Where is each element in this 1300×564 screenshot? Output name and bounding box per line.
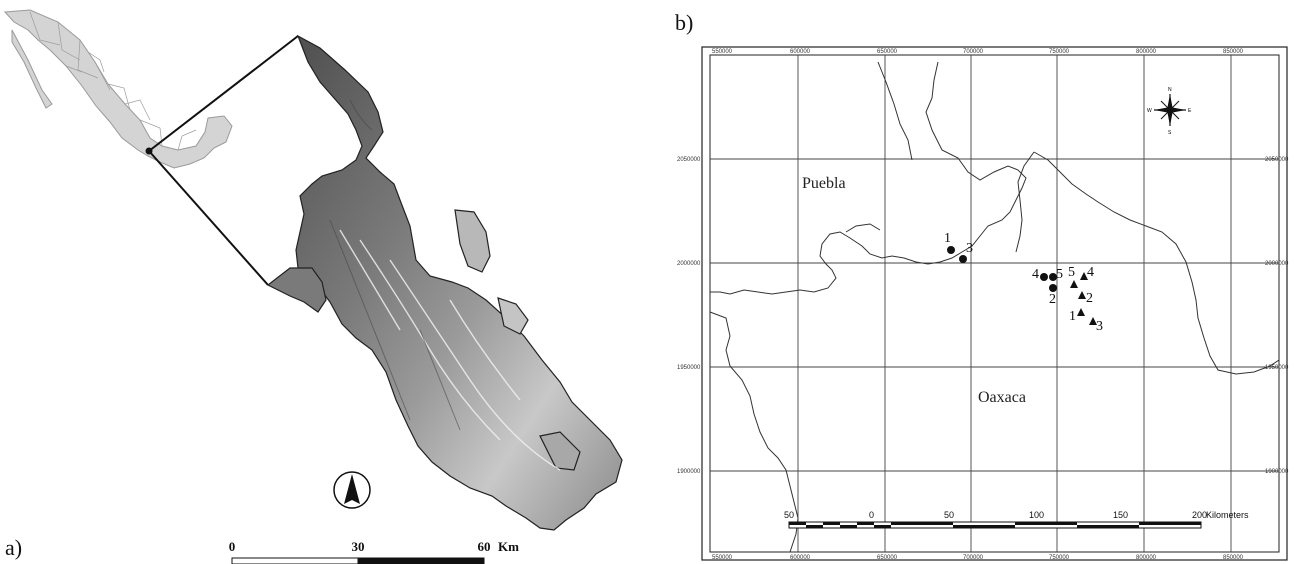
site-circle-1: [947, 246, 955, 254]
x-bottom-750000: 750000: [1049, 555, 1070, 561]
x-bottom-700000: 700000: [963, 555, 984, 561]
x-top-650000: 650000: [877, 49, 898, 55]
sites-circle-group: 1 3 4 5 2: [944, 231, 1063, 307]
site-circle-1-label: 1: [944, 231, 951, 246]
scale-bar-b: 50 0 50 100 150 200 Kilometers: [784, 510, 1249, 529]
compass-rose-icon: N S E W: [1147, 87, 1192, 136]
compass-n: N: [1168, 87, 1172, 93]
x-top-800000: 800000: [1136, 49, 1157, 55]
x-top-850000: 850000: [1223, 49, 1244, 55]
site-triangle-1: [1077, 308, 1085, 316]
site-circle-5: [1049, 273, 1057, 281]
y-right-2000000: 2000000: [1265, 261, 1289, 267]
sites-triangle-group: 5 4 2 1 3: [1068, 265, 1103, 334]
y-left-1950000: 1950000: [677, 365, 701, 371]
scale-tick-60: 60: [478, 539, 491, 554]
scale-b-tick-50: 50: [944, 510, 954, 520]
y-left-2050000: 2050000: [677, 157, 701, 163]
x-top-600000: 600000: [790, 49, 811, 55]
site-triangle-5-label: 5: [1068, 265, 1075, 280]
relief-map-svg: 0 30 60 Km: [3, 9, 623, 564]
x-top-550000: 550000: [712, 49, 733, 55]
map-outer-frame: [701, 46, 1288, 561]
site-triangle-5: [1070, 280, 1078, 288]
panel-a-label: a): [5, 535, 23, 560]
site-triangle-3-label: 3: [1096, 319, 1103, 334]
y-axis-right-labels: 2050000 2000000 1950000 1900000: [1265, 157, 1289, 475]
scale-b-tick-100: 100: [1029, 510, 1044, 520]
panel-a-relief-map: 0 30 60 Km a): [3, 9, 623, 564]
x-axis-bottom-labels: 550000 600000 650000 700000 750000 80000…: [712, 555, 1244, 561]
site-circle-3: [959, 255, 967, 263]
site-circle-3-label: 3: [966, 241, 973, 256]
scale-b-unit: Kilometers: [1206, 510, 1249, 520]
x-bottom-550000: 550000: [712, 555, 733, 561]
scale-b-tick-150: 150: [1113, 510, 1128, 520]
site-circle-2: [1049, 284, 1057, 292]
scale-b-tick-0: 0: [869, 510, 874, 520]
x-bottom-850000: 850000: [1223, 555, 1244, 561]
y-axis-left-labels: 2050000 2000000 1950000 1900000: [677, 157, 701, 475]
scale-bar-a: 0 30 60 Km: [229, 539, 519, 564]
site-circle-4: [1040, 273, 1048, 281]
state-boundaries: [709, 61, 1280, 553]
callout-lines: [148, 35, 299, 286]
scale-tick-30: 30: [352, 539, 365, 554]
compass-w: W: [1147, 108, 1152, 114]
coordinate-grid: [710, 55, 1279, 552]
x-bottom-800000: 800000: [1136, 555, 1157, 561]
panel-b-site-map: b) 550000 600000 650000 700000 750000 80…: [650, 0, 1300, 564]
x-bottom-600000: 600000: [790, 555, 811, 561]
site-triangle-1-label: 1: [1069, 309, 1076, 324]
panel-b-label: b): [675, 10, 694, 35]
scale-b-tick-200: 200: [1192, 510, 1207, 520]
y-left-1900000: 1900000: [677, 469, 701, 475]
north-arrow-icon: [333, 471, 371, 509]
y-left-2000000: 2000000: [677, 261, 701, 267]
site-triangle-3: [1089, 317, 1097, 325]
y-right-2050000: 2050000: [1265, 157, 1289, 163]
x-bottom-650000: 650000: [877, 555, 898, 561]
x-top-750000: 750000: [1049, 49, 1070, 55]
region-label-puebla: Puebla: [802, 175, 846, 192]
compass-e: E: [1188, 108, 1192, 114]
mexico-inset-map: [3, 9, 233, 169]
site-triangle-4: [1080, 272, 1088, 280]
site-circle-5-label: 5: [1056, 267, 1063, 282]
scale-tick-0: 0: [229, 539, 236, 554]
x-axis-top-labels: 550000 600000 650000 700000 750000 80000…: [712, 49, 1244, 55]
study-region-relief: [266, 34, 623, 531]
y-right-1950000: 1950000: [1265, 365, 1289, 371]
site-triangle-2: [1078, 291, 1086, 299]
site-map-svg: 550000 600000 650000 700000 750000 80000…: [677, 46, 1289, 561]
scale-b-tick-50-left: 50: [784, 510, 794, 520]
compass-s: S: [1168, 130, 1172, 136]
map-inner-frame: [709, 54, 1280, 553]
region-label-oaxaca: Oaxaca: [978, 389, 1026, 406]
site-triangle-4-label: 4: [1087, 265, 1094, 280]
scale-unit: Km: [498, 539, 519, 554]
site-triangle-2-label: 2: [1086, 291, 1093, 306]
x-top-700000: 700000: [963, 49, 984, 55]
site-circle-2-label: 2: [1049, 292, 1056, 307]
y-right-1900000: 1900000: [1265, 469, 1289, 475]
site-circle-4-label: 4: [1032, 267, 1039, 282]
